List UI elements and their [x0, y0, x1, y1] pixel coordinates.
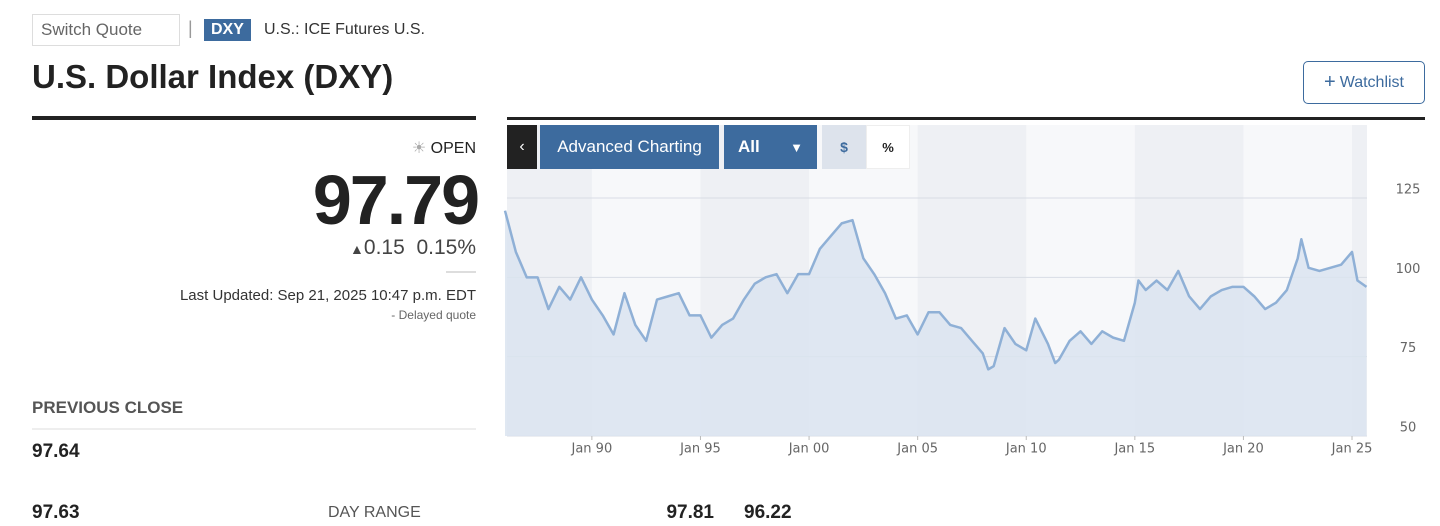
y-tick-label: 125: [1396, 183, 1421, 198]
day-low: 96.22: [744, 502, 792, 523]
x-tick-label: Jan 05: [896, 442, 938, 457]
open-value: 97.63: [32, 502, 80, 523]
market-status: ☀ OPEN: [412, 138, 476, 158]
range-select[interactable]: All ▼: [724, 125, 817, 169]
symbol-badge: DXY: [204, 19, 251, 41]
delayed-note: - Delayed quote: [391, 308, 476, 322]
last-updated: Last Updated: Sep 21, 2025 10:47 p.m. ED…: [179, 287, 476, 304]
y-tick-label: 75: [1400, 341, 1417, 356]
divider: [32, 116, 476, 120]
previous-close-label: PREVIOUS CLOSE: [32, 398, 184, 417]
x-tick-label: Jan 25: [1331, 442, 1373, 457]
x-tick-label: Jan 00: [788, 442, 830, 457]
x-tick-label: Jan 15: [1113, 442, 1155, 457]
rule: [446, 271, 476, 273]
x-tick-label: Jan 90: [571, 442, 613, 457]
area: [505, 210, 1367, 436]
watchlist-button[interactable]: + Watchlist: [1303, 61, 1425, 104]
dropdown-arrow: ▼: [790, 139, 803, 155]
x-tick-label: Jan 20: [1222, 442, 1264, 457]
day-range-label: DAY RANGE: [328, 504, 421, 521]
previous-close: 97.64: [32, 441, 80, 462]
y-tick-label: 100: [1396, 262, 1421, 277]
page-title: U.S. Dollar Index (DXY): [32, 58, 394, 95]
rule: [32, 428, 476, 430]
collapse-button[interactable]: ‹: [507, 125, 537, 169]
up-arrow: ▲: [350, 241, 364, 257]
watchlist-label: Watchlist: [1339, 73, 1404, 91]
dash: -: [391, 308, 399, 322]
change-percent: 0.15%: [416, 236, 476, 259]
day-high: 97.81: [666, 502, 714, 523]
switch-quote[interactable]: Switch Quote: [32, 14, 180, 46]
change-value: 0.15: [363, 236, 405, 259]
status-text: OPEN: [430, 140, 476, 157]
exchange: U.S.: ICE Futures U.S.: [264, 21, 425, 38]
y-tick-label: 50: [1400, 421, 1417, 436]
price: 97.79: [312, 161, 480, 239]
percent-toggle[interactable]: %: [866, 125, 910, 169]
x-tick-label: Jan 10: [1005, 442, 1047, 457]
delayed-text: Delayed quote: [398, 308, 476, 322]
range-label: All: [738, 137, 760, 156]
x-tick-label: Jan 95: [679, 442, 721, 457]
separator: |: [188, 18, 193, 38]
change: ▲0.15 0.15%: [350, 236, 476, 260]
plus-icon: +: [1324, 71, 1336, 93]
dollar-toggle[interactable]: $: [822, 125, 866, 169]
divider: [507, 117, 1425, 120]
advanced-charting-button[interactable]: Advanced Charting: [540, 125, 719, 169]
line: [503, 210, 1368, 371]
sun-icon: ☀: [411, 140, 427, 157]
